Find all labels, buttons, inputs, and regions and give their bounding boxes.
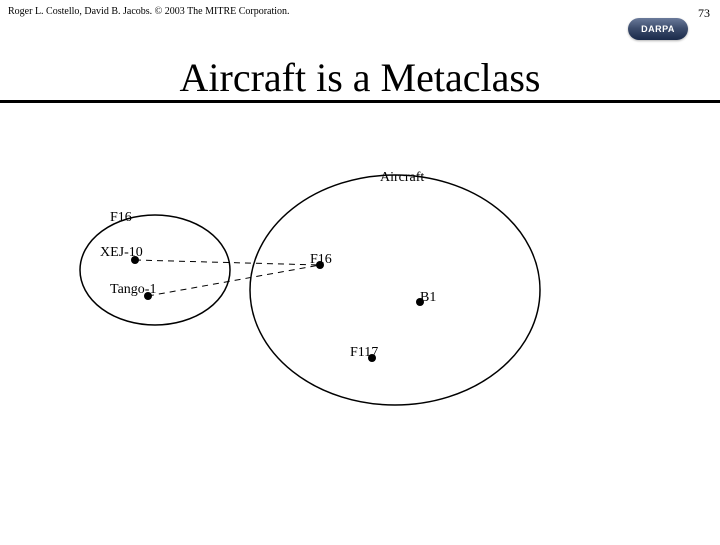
metaclass-diagram: Aircraft F16 XEJ-10 Tango-1 F16 B1 F117 bbox=[0, 130, 720, 540]
label-f117: F117 bbox=[350, 345, 378, 361]
label-f16-outer: F16 bbox=[110, 210, 132, 226]
dashed-line-xej10 bbox=[135, 260, 320, 265]
f16-ellipse bbox=[80, 215, 230, 325]
attribution-text: Roger L. Costello, David B. Jacobs. © 20… bbox=[8, 6, 290, 17]
label-tango1: Tango-1 bbox=[110, 282, 156, 298]
aircraft-ellipse bbox=[250, 175, 540, 405]
label-aircraft: Aircraft bbox=[380, 170, 424, 186]
dashed-line-tango1 bbox=[148, 265, 320, 296]
label-b1: B1 bbox=[420, 290, 436, 306]
label-f16-inner: F16 bbox=[310, 252, 332, 268]
page-title: Aircraft is a Metaclass bbox=[172, 54, 549, 105]
title-underline bbox=[0, 100, 720, 103]
label-xej10: XEJ-10 bbox=[100, 245, 143, 261]
title-container: Aircraft is a Metaclass bbox=[0, 54, 720, 105]
diagram-svg bbox=[0, 130, 720, 540]
page-number: 73 bbox=[698, 6, 710, 21]
darpa-badge: DARPA bbox=[628, 18, 688, 40]
